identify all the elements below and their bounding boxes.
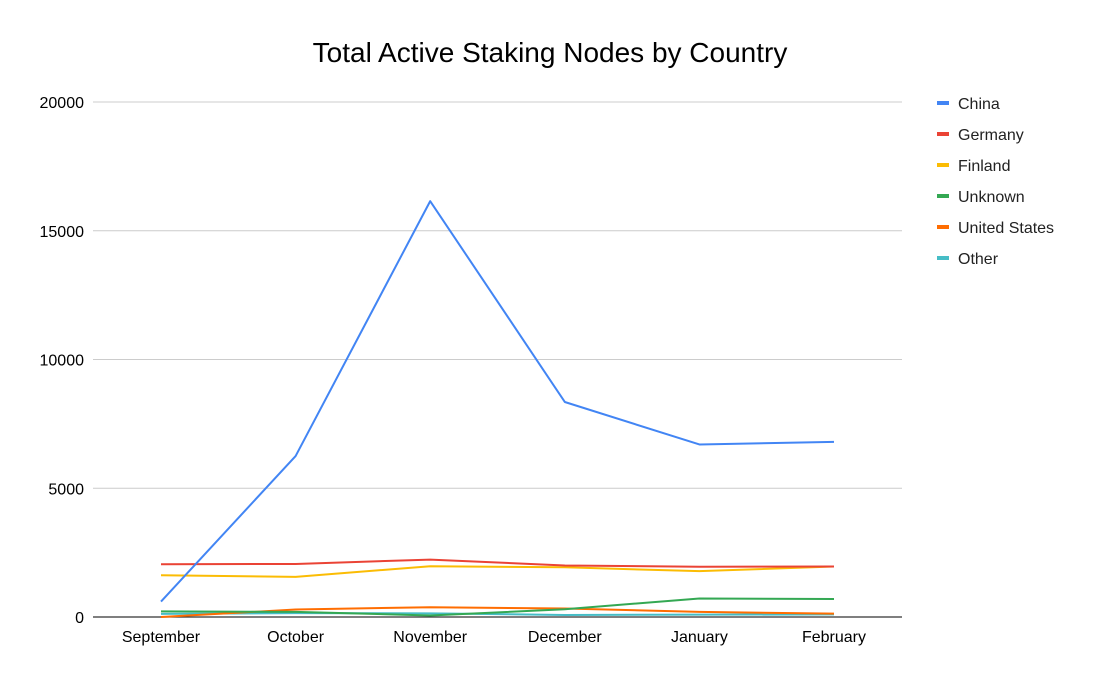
legend-label: Other (958, 251, 999, 268)
series-lines (160, 200, 835, 618)
y-tick-label: 0 (75, 610, 84, 627)
x-tick-label: December (528, 629, 602, 646)
x-tick-label: January (671, 629, 728, 646)
y-tick-label: 20000 (40, 95, 85, 112)
x-tick-label: November (393, 629, 467, 646)
series-line-china (160, 200, 835, 603)
series-line-other (160, 612, 835, 616)
chart-title: Total Active Staking Nodes by Country (313, 37, 788, 68)
legend-swatch (937, 194, 949, 198)
legend-swatch (937, 256, 949, 260)
x-tick-label: September (122, 629, 201, 646)
grid-lines (93, 101, 902, 618)
legend-swatch (937, 163, 949, 167)
legend-swatch (937, 132, 949, 136)
legend-label: United States (958, 220, 1054, 237)
y-tick-label: 10000 (40, 353, 85, 370)
legend-swatch (937, 225, 949, 229)
y-tick-label: 15000 (40, 224, 85, 241)
legend-swatch (937, 101, 949, 105)
x-tick-label: October (267, 629, 325, 646)
legend-label: China (958, 96, 1000, 113)
series-line-germany (160, 558, 835, 568)
legend: China Germany Finland Unknown United States O… (937, 96, 1054, 268)
series-line-unknown (160, 597, 835, 617)
y-tick-label: 5000 (48, 481, 84, 498)
x-axis-ticks: September October November December January F… (122, 629, 866, 646)
legend-label: Finland (958, 158, 1010, 175)
series-line-finland (160, 565, 835, 578)
legend-label: Unknown (958, 189, 1025, 206)
x-tick-label: February (802, 629, 866, 646)
legend-label: Germany (958, 127, 1024, 144)
y-axis-ticks: 0 5000 10000 15000 20000 (40, 95, 85, 627)
